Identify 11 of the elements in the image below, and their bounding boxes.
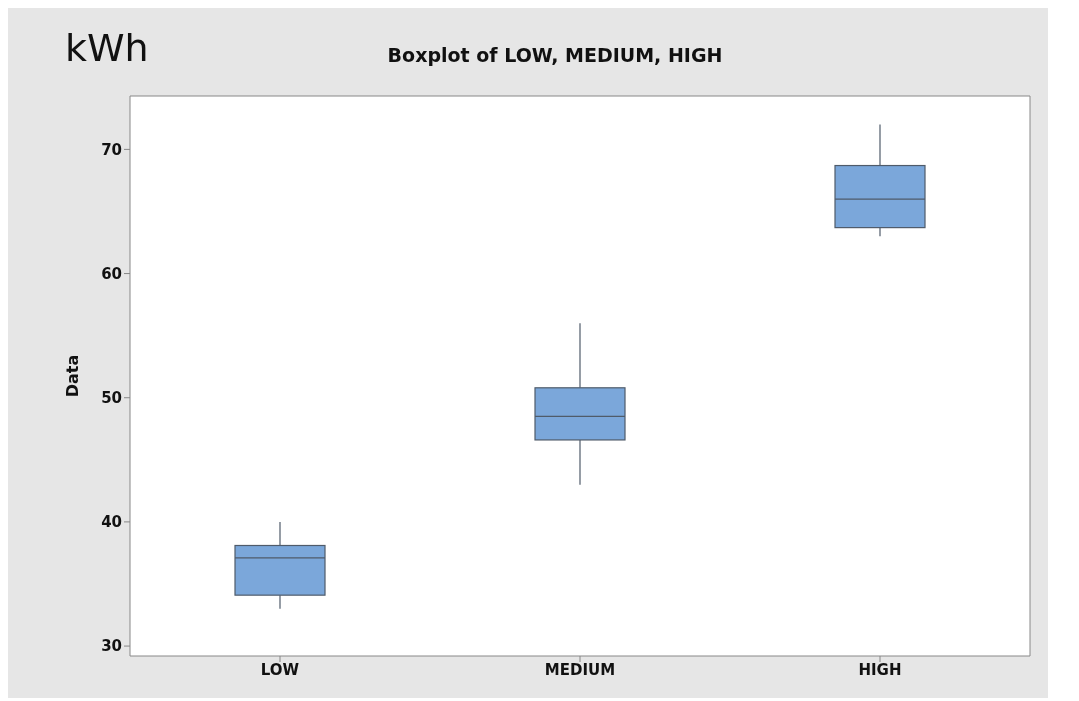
x-tick-label: HIGH	[858, 660, 902, 679]
y-tick-label: 40	[101, 513, 122, 532]
y-tick-label: 50	[101, 389, 122, 408]
chart-title: Boxplot of LOW, MEDIUM, HIGH	[387, 44, 723, 66]
y-tick-label: 60	[101, 264, 122, 283]
text: kWh	[65, 26, 149, 70]
x-tick-label: LOW	[260, 660, 300, 679]
y-tick-label: 70	[101, 140, 122, 159]
y-tick-label: 30	[101, 637, 122, 656]
y-axis-title: Data	[62, 354, 82, 398]
x-tick-label: MEDIUM	[544, 660, 616, 679]
